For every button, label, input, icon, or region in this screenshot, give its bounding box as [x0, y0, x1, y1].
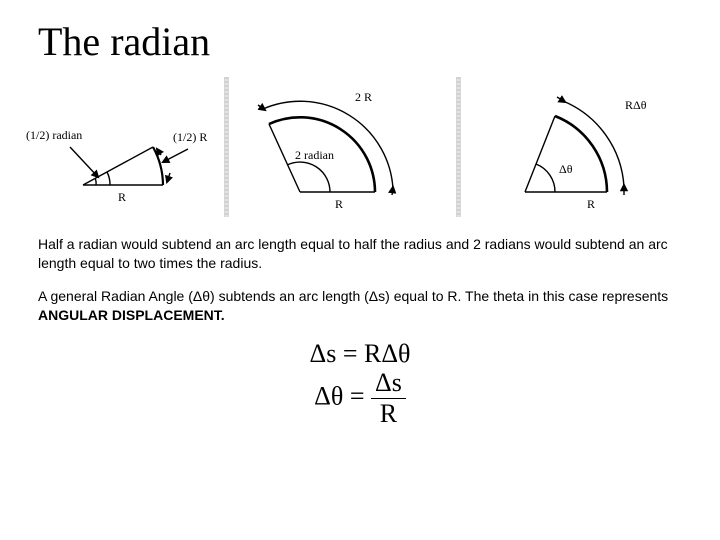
diagram-half-radian: (1/2) radian (1/2) R R — [18, 77, 218, 217]
eq2-denominator: R — [371, 398, 406, 429]
page-title: The radian — [38, 18, 682, 65]
p2-bold: ANGULAR DISPLACEMENT. — [38, 307, 225, 323]
p2-sym1: Δθ — [193, 288, 210, 304]
equals-sign: = — [343, 339, 364, 368]
eq1-lhs: Δs — [309, 339, 336, 368]
radius-label: R — [335, 197, 343, 211]
angle-label: (1/2) radian — [26, 128, 82, 142]
equation-2: Δθ = Δs R — [38, 368, 682, 429]
paragraph-1: Half a radian would subtend an arc lengt… — [38, 235, 682, 273]
equals-sign: = — [350, 382, 371, 411]
angle-label: 2 radian — [295, 148, 334, 162]
diagram-row: (1/2) radian (1/2) R R — [18, 77, 682, 217]
paragraph-2: A general Radian Angle (Δθ) subtends an … — [38, 287, 682, 325]
p2-mid: ) subtends an arc length ( — [210, 288, 369, 304]
separator — [456, 77, 461, 217]
equation-1: Δs = RΔθ — [38, 339, 682, 369]
eq2-fraction: Δs R — [371, 368, 406, 429]
separator — [224, 77, 229, 217]
diagram-delta-theta: Δθ RΔθ R — [467, 77, 682, 217]
eq1-rhs: RΔθ — [364, 339, 411, 368]
p2-pre: A general Radian Angle ( — [38, 288, 193, 304]
diagram-two-radian: 2 radian 2 R R — [235, 77, 450, 217]
arc-label: (1/2) R — [173, 130, 207, 144]
angle-label: Δθ — [559, 162, 573, 176]
p2-sym2: Δs — [369, 288, 385, 304]
radius-label: R — [118, 190, 126, 204]
arc-label: 2 R — [355, 90, 372, 104]
eq2-numerator: Δs — [371, 368, 406, 398]
arc-label: RΔθ — [625, 98, 647, 112]
p2-post: ) equal to R. The theta in this case rep… — [385, 288, 668, 304]
radius-label: R — [587, 197, 595, 211]
eq2-lhs: Δθ — [314, 382, 343, 411]
equations: Δs = RΔθ Δθ = Δs R — [38, 339, 682, 430]
